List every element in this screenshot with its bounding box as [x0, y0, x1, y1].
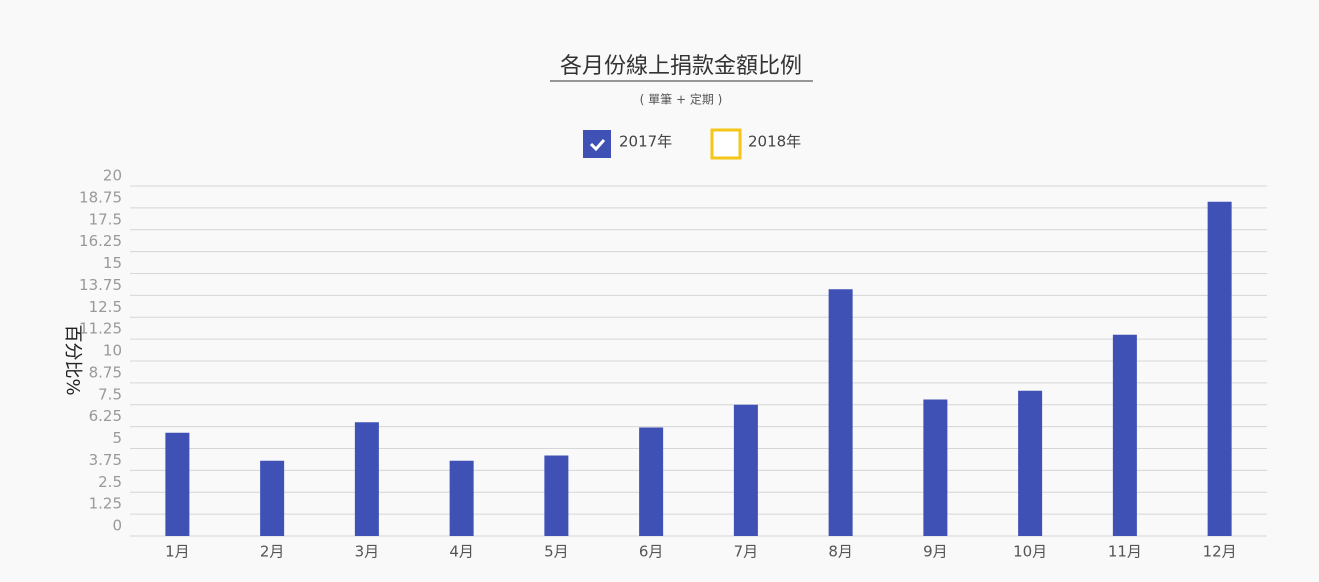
y-tick-label: 20	[103, 167, 122, 185]
legend-label[interactable]: 2017年	[619, 133, 672, 151]
bar	[165, 432, 190, 536]
x-tick-label: 7月	[734, 543, 759, 561]
bar	[923, 399, 948, 536]
x-tick-label: 6月	[639, 543, 664, 561]
bar	[1112, 334, 1137, 536]
y-axis-label: 百分比%	[62, 324, 83, 395]
y-tick-label: 12.5	[89, 298, 122, 316]
x-tick-label: 1月	[165, 543, 190, 561]
y-tick-label: 15	[103, 254, 122, 272]
y-tick-label: 16.25	[79, 232, 122, 250]
x-tick-label: 4月	[449, 543, 474, 561]
chart-subtitle: ( 單筆 + 定期 )	[640, 92, 723, 107]
y-tick-label: 1.25	[89, 495, 122, 513]
x-tick-label: 12月	[1203, 543, 1237, 561]
x-tick-label: 11月	[1108, 543, 1142, 561]
legend-label[interactable]: 2018年	[748, 133, 801, 151]
bar	[1207, 201, 1232, 536]
bar	[733, 404, 758, 536]
y-tick-label: 0	[112, 517, 122, 535]
y-tick-label: 17.5	[89, 210, 122, 228]
bar	[544, 455, 569, 536]
x-tick-label: 2月	[260, 543, 285, 561]
y-tick-label: 8.75	[89, 363, 122, 381]
x-tick-label: 10月	[1013, 543, 1047, 561]
bar	[1018, 390, 1043, 536]
y-tick-label: 2.5	[98, 473, 122, 491]
y-tick-label: 18.75	[79, 188, 122, 206]
bar	[260, 460, 285, 536]
y-tick-label: 7.5	[98, 385, 122, 403]
y-tick-label: 11.25	[79, 320, 122, 338]
y-tick-label: 6.25	[89, 407, 122, 425]
y-tick-label: 5	[112, 429, 122, 447]
y-tick-label: 3.75	[89, 451, 122, 469]
bar	[449, 460, 474, 536]
bar	[354, 422, 379, 536]
legend-check	[589, 139, 606, 152]
chart-title: 各月份線上捐款金額比例	[560, 54, 802, 79]
y-tick-label: 10	[103, 342, 122, 360]
x-tick-label: 9月	[923, 543, 948, 561]
legend-checkbox[interactable]	[583, 130, 611, 158]
bar	[639, 427, 664, 536]
bar	[828, 289, 853, 536]
y-tick-label: 13.75	[79, 276, 122, 294]
x-tick-label: 5月	[544, 543, 569, 561]
x-tick-label: 8月	[828, 543, 853, 561]
legend-checkbox[interactable]	[710, 128, 742, 160]
x-tick-label: 3月	[355, 543, 380, 561]
